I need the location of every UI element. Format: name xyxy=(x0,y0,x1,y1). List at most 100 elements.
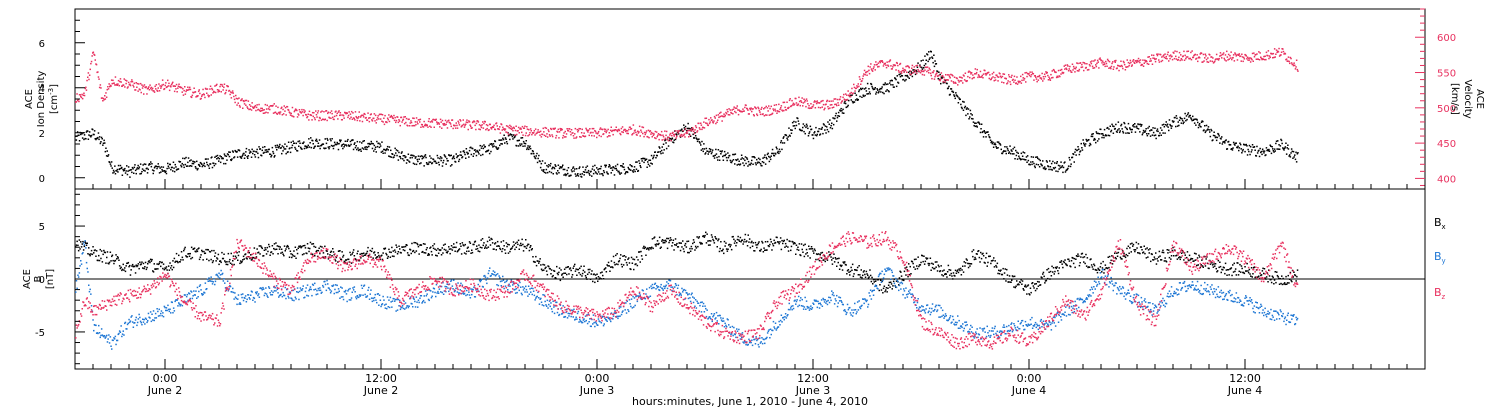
velocity-point xyxy=(442,124,445,126)
density-point xyxy=(989,139,992,141)
velocity-point xyxy=(808,104,810,107)
velocity-point xyxy=(618,129,621,132)
density-point xyxy=(564,173,566,175)
bx-point xyxy=(781,239,783,242)
density-point xyxy=(1248,144,1251,147)
density-point xyxy=(1071,156,1074,159)
bx-point xyxy=(189,252,191,255)
bx-point xyxy=(597,280,599,282)
velocity-point xyxy=(720,115,723,117)
density-point xyxy=(599,167,602,170)
density-point xyxy=(265,151,267,153)
density-point xyxy=(1269,144,1271,146)
density-point xyxy=(257,156,260,159)
velocity-point xyxy=(537,129,539,131)
velocity-point xyxy=(1028,73,1030,75)
density-point xyxy=(744,159,746,162)
density-point xyxy=(558,167,561,170)
velocity-point xyxy=(1205,55,1207,57)
velocity-point xyxy=(599,127,602,129)
density-point xyxy=(506,142,509,145)
bx-point xyxy=(237,254,240,257)
density-point xyxy=(1215,136,1217,138)
velocity-point xyxy=(718,112,721,114)
velocity-point xyxy=(964,72,967,74)
density-point xyxy=(790,132,793,134)
density-point xyxy=(150,165,153,168)
density-point xyxy=(1015,154,1018,157)
velocity-point xyxy=(119,80,121,83)
bx-point xyxy=(386,257,389,259)
density-point xyxy=(337,143,339,145)
density-point xyxy=(1261,148,1264,150)
velocity-point xyxy=(819,102,821,104)
density-point xyxy=(902,78,905,81)
velocity-point xyxy=(703,121,705,123)
velocity-point xyxy=(627,132,629,135)
velocity-point xyxy=(958,81,960,83)
bx-point xyxy=(238,251,240,253)
density-point xyxy=(738,160,740,162)
bx-point xyxy=(185,255,187,257)
bx-point xyxy=(633,258,636,261)
density-point xyxy=(637,169,640,172)
density-point xyxy=(133,172,135,174)
bx-point xyxy=(293,250,295,252)
bx-point xyxy=(240,261,243,264)
velocity-point xyxy=(399,124,401,127)
density-point xyxy=(519,144,522,147)
bx-point xyxy=(573,265,575,267)
density-point xyxy=(538,154,540,157)
velocity-point xyxy=(1139,59,1142,61)
velocity-point xyxy=(405,121,407,124)
bx-point xyxy=(614,264,616,266)
velocity-point xyxy=(499,126,501,128)
bx-point xyxy=(106,256,108,259)
velocity-point xyxy=(449,123,452,125)
density-point xyxy=(693,137,696,139)
density-point xyxy=(476,149,478,152)
velocity-point xyxy=(238,97,240,99)
bx-point xyxy=(120,266,122,269)
bx-point xyxy=(397,251,400,253)
density-point xyxy=(345,144,347,146)
density-point xyxy=(1011,150,1013,152)
density-point xyxy=(585,166,587,169)
density-point xyxy=(766,158,768,160)
velocity-point xyxy=(735,107,738,109)
density-point xyxy=(186,165,188,167)
velocity-point xyxy=(1169,54,1172,56)
density-point xyxy=(233,157,235,159)
bx-point xyxy=(520,244,523,247)
velocity-point xyxy=(1052,76,1054,79)
density-point xyxy=(1260,150,1263,153)
density-point xyxy=(96,137,98,140)
bx-point xyxy=(103,249,105,252)
density-point xyxy=(575,175,577,177)
velocity-point xyxy=(554,127,556,129)
velocity-point xyxy=(1273,48,1276,50)
bx-point xyxy=(157,263,160,266)
velocity-point xyxy=(1244,54,1247,56)
velocity-point xyxy=(536,131,539,133)
bx-point xyxy=(493,248,495,250)
density-point xyxy=(119,164,122,167)
velocity-point xyxy=(783,101,786,104)
velocity-point xyxy=(1248,59,1251,61)
density-point xyxy=(1038,166,1041,168)
bx-point xyxy=(121,268,124,271)
density-point xyxy=(573,170,575,172)
velocity-point xyxy=(1112,61,1114,63)
velocity-point xyxy=(977,76,979,79)
density-point xyxy=(255,151,258,153)
velocity-point xyxy=(147,87,149,89)
density-point xyxy=(401,151,403,153)
velocity-point xyxy=(752,114,755,116)
velocity-point xyxy=(471,127,473,129)
velocity-point xyxy=(1096,59,1099,62)
bx-point xyxy=(424,252,427,254)
velocity-point xyxy=(534,134,536,136)
density-point xyxy=(875,91,878,93)
velocity-point xyxy=(768,105,770,107)
velocity-point xyxy=(1009,81,1011,83)
